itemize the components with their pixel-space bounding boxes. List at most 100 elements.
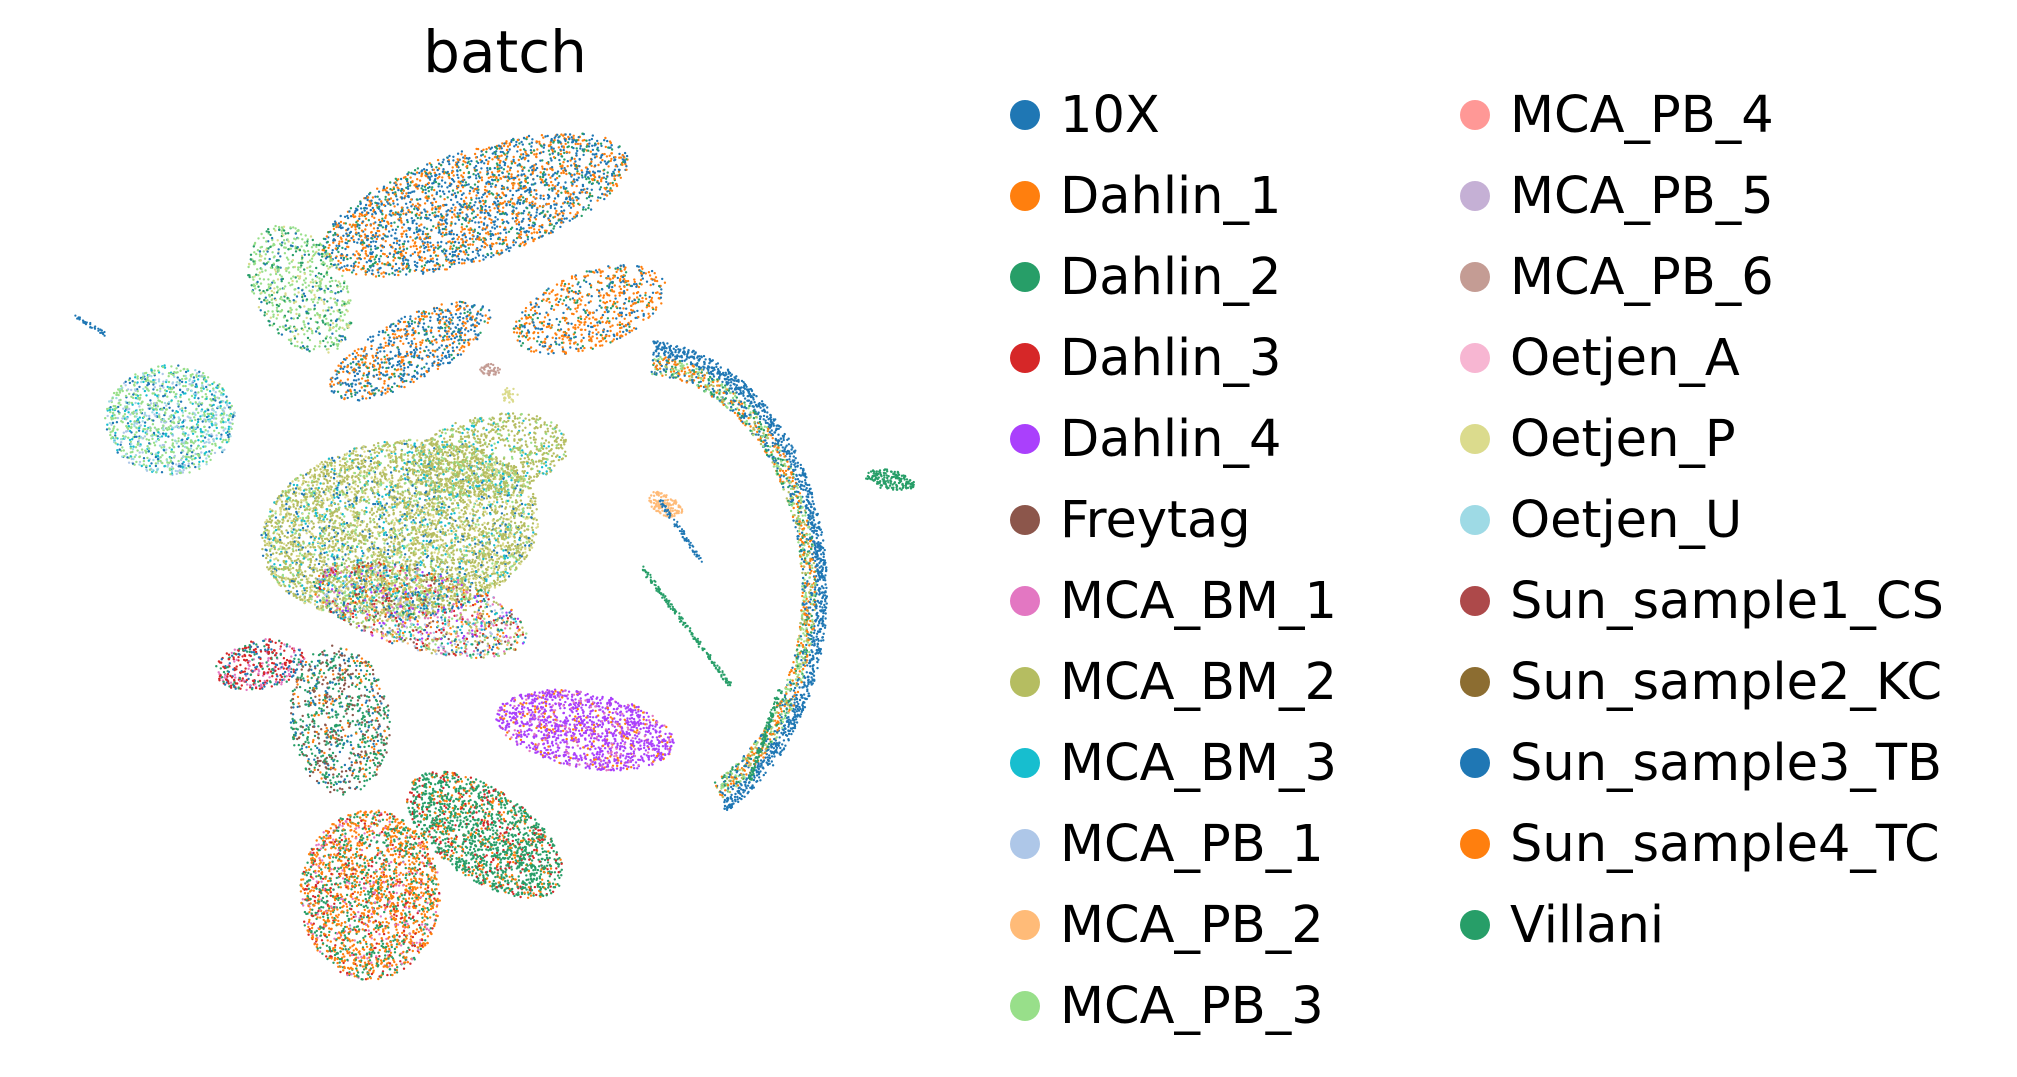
data-point (363, 389, 366, 392)
data-point (581, 349, 584, 352)
data-point (401, 358, 404, 362)
data-point (438, 189, 442, 193)
data-point (502, 241, 505, 245)
data-point (291, 241, 294, 245)
data-point (413, 251, 417, 254)
data-point (569, 337, 573, 340)
data-point (422, 318, 425, 321)
data-point (399, 270, 402, 273)
data-point (444, 354, 447, 358)
data-point (291, 253, 295, 257)
data-point (407, 191, 410, 195)
data-point (393, 372, 396, 375)
data-point (394, 324, 397, 327)
data-point (595, 328, 598, 331)
data-point (358, 224, 361, 227)
data-point (524, 306, 528, 310)
data-point (573, 157, 576, 161)
data-point (517, 221, 521, 224)
data-point (651, 312, 655, 315)
data-point (321, 255, 324, 258)
data-point (560, 294, 563, 298)
data-point (508, 169, 512, 172)
data-point (408, 210, 412, 214)
data-point (602, 301, 605, 304)
data-point (289, 306, 292, 310)
data-point (409, 345, 412, 348)
data-point (596, 148, 599, 151)
data-point (402, 176, 406, 179)
data-point (404, 334, 407, 337)
data-point (328, 266, 332, 269)
data-point (458, 335, 462, 338)
data-point (532, 337, 536, 340)
data-point (642, 318, 645, 321)
data-point (441, 161, 444, 164)
data-point (122, 449, 126, 452)
data-point (314, 330, 318, 333)
data-point (571, 217, 574, 220)
data-point (517, 158, 520, 162)
data-point (561, 338, 564, 341)
data-point (542, 194, 545, 197)
data-point (550, 180, 553, 184)
data-point (358, 217, 361, 221)
data-point (526, 207, 529, 210)
data-point (567, 295, 570, 298)
data-point (391, 228, 394, 231)
data-point (470, 260, 473, 263)
data-point (256, 249, 260, 252)
data-point (437, 267, 441, 271)
data-point (632, 327, 636, 330)
data-point (432, 307, 436, 310)
data-point (299, 346, 302, 349)
data-point (612, 184, 615, 187)
data-point (571, 197, 574, 200)
data-point (267, 285, 271, 289)
data-point (489, 214, 492, 217)
data-point (498, 253, 501, 256)
data-point (400, 232, 403, 236)
data-point (380, 346, 383, 349)
data-point (272, 315, 275, 318)
data-point (453, 330, 456, 333)
data-point (392, 336, 396, 339)
data-point (394, 177, 397, 180)
data-point (303, 325, 307, 329)
data-point (474, 256, 477, 259)
data-point (260, 291, 263, 294)
data-point (474, 169, 477, 172)
data-point (407, 264, 410, 267)
data-point (597, 196, 600, 199)
data-point (341, 303, 344, 307)
data-point (284, 246, 287, 249)
data-point (408, 228, 411, 231)
data-point (263, 314, 266, 317)
data-point (272, 291, 276, 294)
data-point (536, 174, 539, 178)
data-point (479, 331, 482, 334)
data-point (305, 316, 308, 320)
data-point (336, 233, 339, 236)
data-point (529, 193, 532, 197)
data-point (474, 221, 477, 224)
data-point (535, 197, 538, 200)
data-point (356, 241, 359, 244)
data-point (578, 289, 581, 293)
data-point (364, 236, 367, 239)
data-point (401, 257, 405, 260)
data-point (323, 298, 326, 301)
data-point (593, 156, 597, 159)
data-point (576, 142, 580, 146)
data-point (432, 243, 435, 247)
data-point (414, 263, 417, 267)
data-point (345, 302, 348, 306)
data-point (402, 242, 406, 246)
data-point (410, 205, 413, 208)
data-point (456, 215, 459, 219)
data-point (262, 236, 265, 240)
data-point (274, 270, 278, 273)
data-point (486, 321, 489, 324)
data-point (527, 159, 530, 163)
data-point (334, 301, 337, 304)
